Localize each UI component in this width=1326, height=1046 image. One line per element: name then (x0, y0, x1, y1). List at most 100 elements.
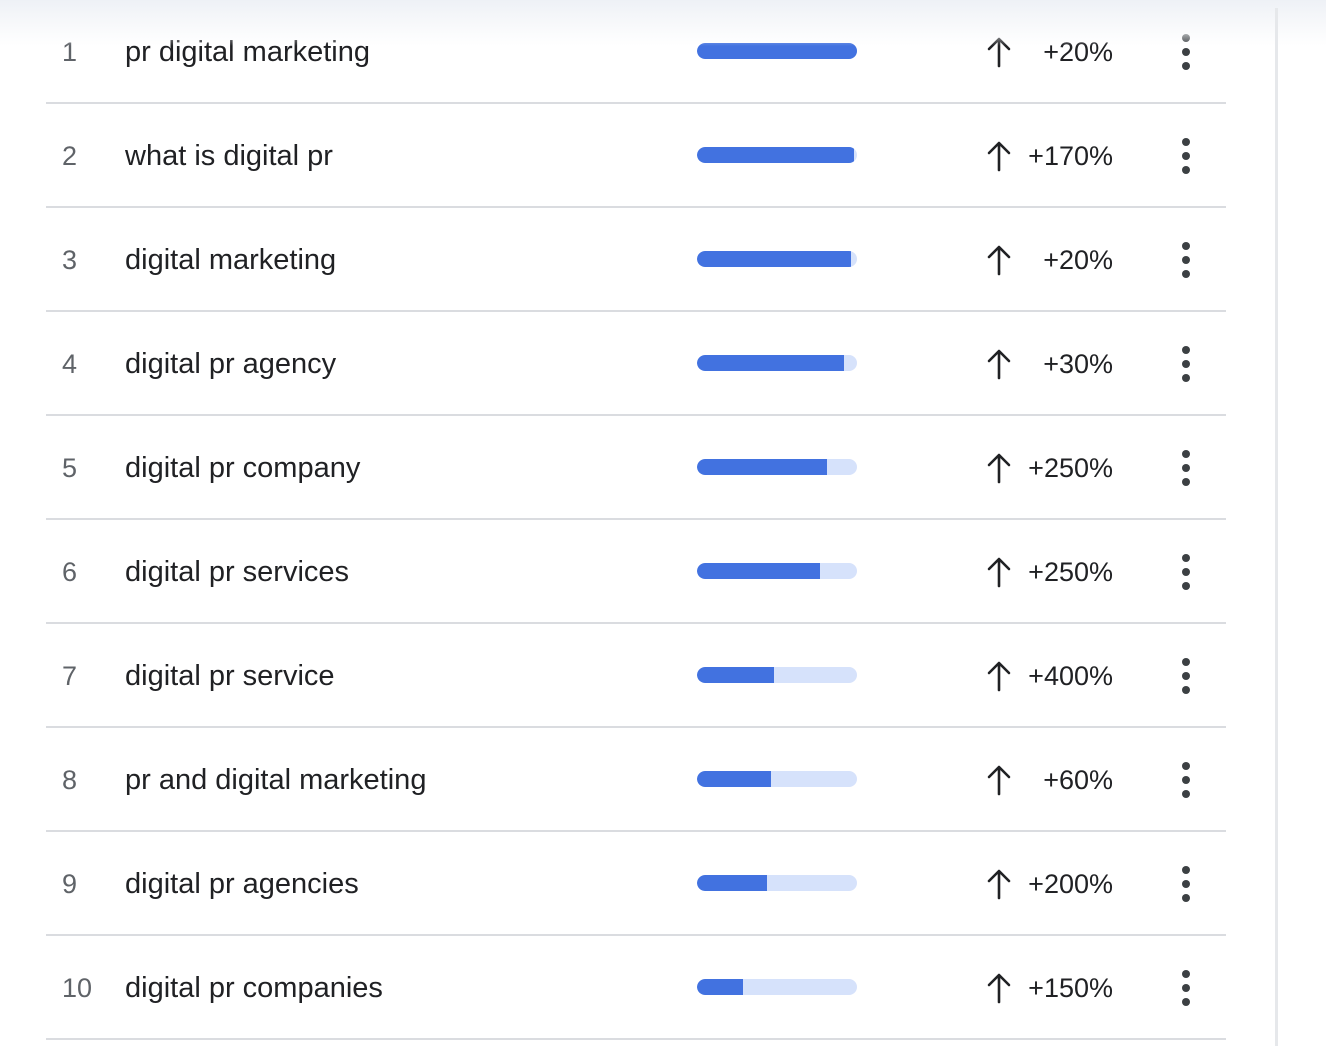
change-percent: +200% (1028, 869, 1113, 899)
interest-bar (697, 251, 857, 267)
menu-dot (1182, 360, 1190, 368)
menu-dot (1182, 464, 1190, 472)
table-row-3[interactable]: 3 digital marketing +20% (46, 208, 1226, 312)
interest-bar-fill (697, 43, 857, 59)
arrow-up-icon (987, 869, 1011, 900)
query-term-link[interactable]: digital pr services (125, 556, 350, 588)
menu-dot (1182, 166, 1190, 174)
interest-bar-fill (697, 355, 845, 371)
menu-dot (1182, 894, 1190, 902)
menu-dot (1182, 658, 1190, 666)
interest-bar (697, 667, 857, 683)
arrow-up-icon (987, 557, 1011, 588)
row-rank: 6 (62, 557, 78, 587)
row-rank: 5 (62, 453, 78, 483)
menu-dot (1182, 790, 1190, 798)
query-term-link[interactable]: digital marketing (125, 244, 337, 276)
menu-dot (1182, 686, 1190, 694)
interest-bar-fill (697, 667, 774, 683)
interest-bar (697, 43, 857, 59)
query-term-link[interactable]: pr digital marketing (125, 36, 370, 68)
menu-dot (1182, 880, 1190, 888)
menu-dot (1182, 970, 1190, 978)
change-percent: +400% (1028, 661, 1113, 691)
menu-dot (1182, 672, 1190, 680)
menu-dot (1182, 34, 1190, 42)
menu-dot (1182, 62, 1190, 70)
menu-dot (1182, 450, 1190, 458)
change-percent: +250% (1028, 557, 1113, 587)
scrollbar-track[interactable] (1275, 8, 1278, 1046)
more-vert-icon[interactable] (1174, 970, 1198, 1006)
row-rank: 7 (62, 661, 78, 691)
interest-bar-fill (697, 147, 854, 163)
change-percent: +150% (1028, 973, 1113, 1003)
row-rank: 10 (62, 973, 93, 1003)
query-term-link[interactable]: digital pr service (125, 660, 335, 692)
more-vert-icon[interactable] (1174, 554, 1198, 590)
menu-dot (1182, 776, 1190, 784)
interest-bar (697, 563, 857, 579)
more-vert-icon[interactable] (1174, 450, 1198, 486)
menu-dot (1182, 270, 1190, 278)
query-term-link[interactable]: pr and digital marketing (125, 764, 427, 796)
menu-dot (1182, 582, 1190, 590)
interest-bar (697, 771, 857, 787)
arrow-up-icon (987, 245, 1011, 276)
change-percent: +60% (1043, 765, 1113, 795)
table-row-2[interactable]: 2 what is digital pr +170% (46, 104, 1226, 208)
menu-dot (1182, 256, 1190, 264)
more-vert-icon[interactable] (1174, 658, 1198, 694)
change-percent: +30% (1043, 349, 1113, 379)
change-percent: +170% (1028, 141, 1113, 171)
interest-bar-fill (697, 771, 771, 787)
interest-bar (697, 459, 857, 475)
more-vert-icon[interactable] (1174, 34, 1198, 70)
table-row-7[interactable]: 7 digital pr service +400% (46, 624, 1226, 728)
related-queries-list: 1 pr digital marketing +20% 2 what is di… (46, 0, 1226, 1040)
row-rank: 9 (62, 869, 78, 899)
menu-dot (1182, 554, 1190, 562)
table-row-9[interactable]: 9 digital pr agencies +200% (46, 832, 1226, 936)
menu-dot (1182, 242, 1190, 250)
interest-bar-fill (697, 251, 851, 267)
arrow-up-icon (987, 765, 1011, 796)
query-term-link[interactable]: digital pr company (125, 452, 361, 484)
interest-bar-fill (697, 563, 821, 579)
change-percent: +20% (1043, 245, 1113, 275)
table-row-10[interactable]: 10 digital pr companies +150% (46, 936, 1226, 1040)
interest-bar-fill (697, 875, 768, 891)
more-vert-icon[interactable] (1174, 242, 1198, 278)
arrow-up-icon (987, 141, 1011, 172)
menu-dot (1182, 866, 1190, 874)
table-row-4[interactable]: 4 digital pr agency +30% (46, 312, 1226, 416)
menu-dot (1182, 152, 1190, 160)
row-rank: 3 (62, 245, 78, 275)
query-term-link[interactable]: digital pr agencies (125, 868, 359, 900)
table-row-8[interactable]: 8 pr and digital marketing +60% (46, 728, 1226, 832)
row-rank: 4 (62, 349, 78, 379)
arrow-up-icon (987, 453, 1011, 484)
query-term-link[interactable]: what is digital pr (125, 140, 333, 172)
table-row-1[interactable]: 1 pr digital marketing +20% (46, 0, 1226, 104)
arrow-up-icon (987, 37, 1011, 68)
query-term-link[interactable]: digital pr agency (125, 348, 337, 380)
more-vert-icon[interactable] (1174, 866, 1198, 902)
arrow-up-icon (987, 349, 1011, 380)
interest-bar (697, 147, 857, 163)
change-percent: +20% (1043, 37, 1113, 67)
more-vert-icon[interactable] (1174, 762, 1198, 798)
menu-dot (1182, 478, 1190, 486)
menu-dot (1182, 568, 1190, 576)
interest-bar (697, 355, 857, 371)
row-rank: 1 (62, 37, 78, 67)
table-row-6[interactable]: 6 digital pr services +250% (46, 520, 1226, 624)
menu-dot (1182, 998, 1190, 1006)
row-rank: 2 (62, 141, 78, 171)
more-vert-icon[interactable] (1174, 346, 1198, 382)
more-vert-icon[interactable] (1174, 138, 1198, 174)
interest-bar-fill (697, 459, 827, 475)
menu-dot (1182, 374, 1190, 382)
query-term-link[interactable]: digital pr companies (125, 972, 383, 1004)
table-row-5[interactable]: 5 digital pr company +250% (46, 416, 1226, 520)
